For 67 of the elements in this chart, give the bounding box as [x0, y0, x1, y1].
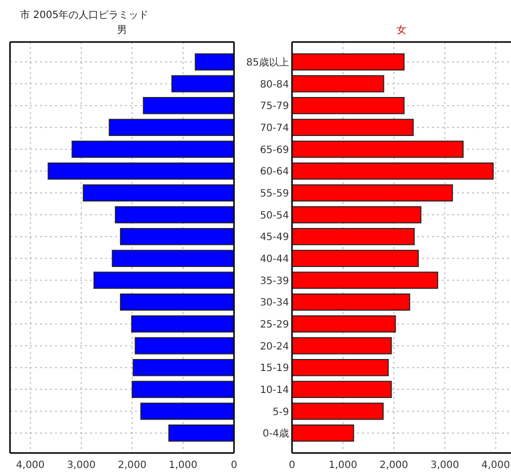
bar	[114, 206, 234, 224]
bar	[292, 250, 419, 267]
bar	[134, 337, 234, 354]
bar	[292, 184, 453, 202]
y-tick-label: 15-19	[260, 363, 289, 374]
y-tick-label: 75-79	[260, 101, 289, 112]
bar	[140, 402, 234, 420]
y-tick-label: 65-69	[260, 144, 289, 156]
bar	[292, 140, 464, 158]
bar	[292, 380, 392, 398]
x-tick-label: 3,000	[430, 460, 460, 471]
chart-title: 女	[396, 24, 406, 36]
chart-title: 市 2005年の人口ピラミッド	[20, 9, 149, 21]
bar	[94, 272, 234, 289]
bar	[292, 53, 405, 70]
bar	[292, 97, 405, 114]
y-tick-label: 70-74	[260, 122, 289, 134]
y-tick-label: 55-59	[260, 188, 289, 200]
y-tick-label: 5-9	[272, 406, 289, 418]
bar	[292, 424, 354, 442]
y-tick-label: 0-4歳	[262, 428, 289, 440]
bar	[132, 359, 234, 376]
x-tick-label: 0	[230, 460, 238, 471]
y-tick-label: 45-49	[260, 232, 289, 244]
bar	[82, 184, 234, 202]
bar	[292, 118, 414, 136]
x-tick-label: 2,000	[118, 460, 146, 471]
bar	[48, 162, 234, 180]
y-tick-label: 85歳以上	[246, 56, 289, 68]
bar	[292, 75, 384, 92]
bar	[132, 380, 234, 398]
bar	[171, 75, 234, 92]
bar	[292, 272, 438, 289]
bar	[292, 206, 422, 224]
bar	[120, 294, 234, 311]
bar	[292, 228, 415, 246]
bar	[131, 315, 234, 332]
bar	[72, 140, 234, 158]
y-tick-label: 25-29	[260, 319, 289, 330]
bar	[168, 424, 234, 442]
x-tick-label: 4,000	[16, 460, 45, 471]
x-tick-label: 0	[288, 460, 296, 471]
bar	[292, 337, 392, 354]
bar	[194, 53, 234, 70]
bar	[292, 402, 384, 420]
y-tick-label: 60-64	[260, 166, 289, 178]
y-tick-label: 30-34	[260, 298, 289, 309]
bar	[292, 294, 410, 311]
x-tick-label: 1,000	[168, 460, 198, 471]
bar	[142, 97, 234, 114]
x-tick-label: 1,000	[328, 460, 358, 471]
x-tick-label: 3,000	[66, 460, 96, 471]
bar	[292, 162, 494, 180]
y-tick-label: 80-84	[260, 79, 289, 90]
bar	[108, 118, 234, 136]
y-tick-label: 40-44	[260, 254, 289, 265]
chart-subtitle: 男	[117, 25, 127, 36]
bar	[112, 250, 234, 267]
x-tick-label: 4,000	[481, 460, 510, 471]
bar	[292, 315, 396, 332]
y-tick-label: 20-24	[260, 341, 289, 352]
bar	[292, 359, 389, 376]
y-tick-label: 50-54	[260, 210, 289, 222]
bar	[120, 228, 234, 246]
x-tick-label: 2,000	[380, 460, 408, 471]
y-tick-label: 10-14	[260, 384, 289, 396]
y-tick-label: 35-39	[260, 276, 289, 287]
